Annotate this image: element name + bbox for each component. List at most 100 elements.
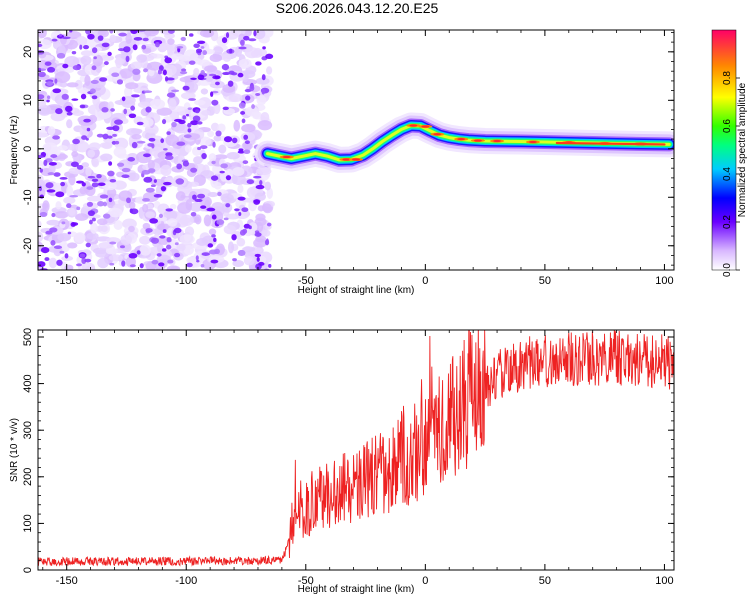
noise-blob	[55, 108, 63, 115]
noise-blob	[97, 200, 105, 207]
noise-blob	[156, 107, 173, 116]
noise-blob	[165, 244, 172, 250]
noise-blob	[107, 51, 112, 57]
noise-blob	[207, 130, 215, 138]
noise-blob	[121, 167, 131, 173]
y-tick-label: 0	[22, 567, 34, 573]
noise-blob	[81, 262, 96, 270]
noise-blob	[46, 81, 54, 86]
colorbar-ticks: 0.0 0.2 0.4 0.6 0.8	[722, 71, 740, 277]
noise-blob	[204, 65, 217, 73]
noise-blob	[166, 237, 172, 243]
noise-blob	[261, 229, 271, 237]
noise-blob	[127, 172, 140, 182]
noise-blob	[203, 214, 212, 227]
noise-blob	[155, 41, 160, 48]
noise-blob	[74, 79, 83, 90]
noise-blob	[241, 118, 246, 124]
noise-blob	[197, 146, 202, 151]
noise-blob	[157, 42, 167, 53]
noise-blob	[108, 161, 113, 166]
noise-blob	[66, 185, 74, 197]
noise-blob	[123, 46, 131, 53]
noise-blob	[176, 163, 183, 170]
noise-blob	[146, 61, 163, 71]
noise-blob	[53, 172, 61, 177]
noise-blob	[44, 257, 50, 262]
noise-blob	[230, 72, 238, 76]
noise-blob	[156, 253, 162, 257]
noise-blob	[122, 243, 132, 253]
noise-blob	[109, 262, 115, 266]
y-tick-label: 500	[22, 328, 34, 346]
noise-blob	[133, 36, 143, 41]
noise-blob	[101, 107, 109, 113]
noise-blob	[59, 81, 68, 88]
noise-blob	[160, 164, 172, 177]
ridge-peak	[421, 125, 430, 128]
noise-blob	[99, 77, 108, 82]
noise-blob	[61, 36, 71, 40]
noise-blob	[79, 186, 87, 195]
noise-blob	[200, 264, 205, 268]
noise-blob	[157, 69, 162, 75]
noise-blob	[110, 108, 115, 112]
noise-blob	[116, 162, 125, 167]
noise-blob	[243, 134, 249, 140]
noise-blob	[120, 234, 132, 245]
noise-blob	[195, 48, 203, 53]
noise-blob	[261, 74, 266, 81]
noise-blob	[114, 140, 120, 145]
noise-blob	[91, 95, 98, 100]
noise-blob	[130, 61, 143, 70]
noise-blob	[183, 49, 199, 62]
y-tick-label: 400	[22, 374, 34, 392]
noise-blob	[105, 248, 118, 255]
noise-blob	[48, 257, 58, 269]
noise-blob	[79, 44, 83, 50]
noise-blob	[251, 104, 255, 109]
noise-blob	[217, 123, 226, 133]
noise-blob	[201, 153, 207, 160]
noise-blob	[194, 109, 200, 114]
noise-blob	[64, 67, 75, 73]
y-tick-label: 0	[22, 146, 34, 152]
noise-blob	[84, 74, 91, 87]
noise-blob	[222, 106, 229, 111]
noise-blob	[200, 46, 205, 49]
noise-blob	[190, 167, 198, 173]
x-tick-label: 100	[655, 275, 673, 287]
noise-blob	[86, 195, 103, 202]
noise-blob	[253, 30, 257, 37]
noise-blob	[68, 173, 76, 186]
noise-blob	[255, 213, 266, 222]
noise-blob	[164, 76, 169, 82]
noise-blob	[210, 175, 219, 181]
noise-blob	[232, 258, 237, 262]
noise-blob	[70, 222, 76, 227]
noise-blob	[223, 136, 233, 143]
noise-blob	[150, 184, 156, 187]
noise-blob	[145, 187, 155, 193]
ridge-peak	[528, 140, 537, 144]
noise-blob	[86, 201, 94, 207]
noise-blob	[45, 182, 54, 189]
noise-blob	[189, 202, 203, 212]
noise-blob	[65, 105, 73, 113]
noise-blob	[136, 121, 144, 126]
noise-blob	[80, 93, 87, 100]
noise-blob	[136, 140, 146, 144]
noise-blob	[125, 32, 132, 45]
x-tick-label: 50	[539, 275, 551, 287]
noise-blob	[47, 66, 56, 73]
noise-blob	[38, 231, 44, 243]
noise-blob	[213, 237, 217, 243]
noise-blob	[186, 256, 196, 264]
noise-blob	[214, 248, 220, 255]
noise-blob	[170, 148, 180, 156]
noise-blob	[131, 134, 142, 140]
noise-blob	[45, 230, 53, 235]
spectrogram-xlabel: Height of straight line (km)	[298, 285, 415, 296]
noise-blob	[66, 82, 79, 88]
noise-blob	[147, 159, 155, 170]
